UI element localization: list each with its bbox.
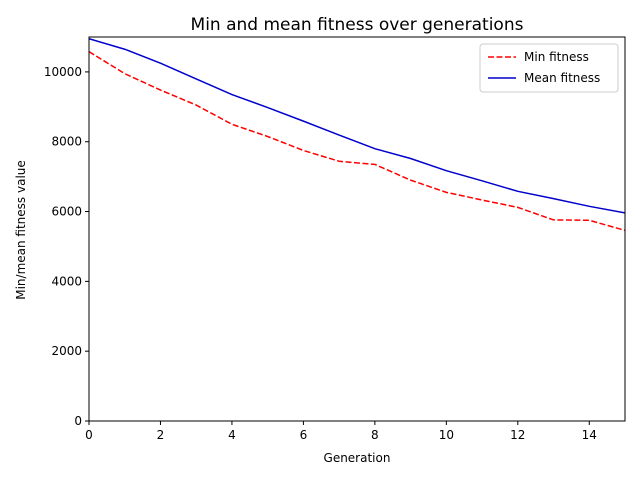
series-line-mean-fitness	[89, 38, 625, 214]
x-tick-label: 2	[157, 428, 165, 442]
legend: Min fitness Mean fitness	[479, 43, 619, 93]
x-axis-label: Generation	[324, 451, 391, 465]
series-line-min-fitness	[89, 51, 625, 232]
plot-area: 0 2 4 6 8 10 12 14 0 2000 4000 6000 8000 10000	[44, 36, 626, 442]
y-tick-label: 8000	[51, 135, 82, 149]
legend-entry: Mean fitness	[524, 71, 600, 85]
y-tick-label: 4000	[51, 274, 82, 288]
x-tick-label: 0	[85, 428, 93, 442]
x-tick-label: 12	[510, 428, 525, 442]
x-tick-label: 8	[371, 428, 379, 442]
x-tick-label: 6	[300, 428, 308, 442]
x-tick-label: 14	[582, 428, 597, 442]
x-tick-label: 10	[439, 428, 454, 442]
x-tick-label: 4	[228, 428, 236, 442]
axes-frame	[88, 36, 626, 422]
y-tick-label: 0	[74, 414, 82, 428]
chart-title: Min and mean fitness over generations	[191, 15, 524, 35]
y-tick-label: 2000	[51, 344, 82, 358]
series-group	[89, 38, 625, 232]
legend-box	[479, 43, 619, 93]
y-tick-label: 10000	[44, 65, 82, 79]
legend-entry: Min fitness	[524, 50, 589, 64]
y-axis-label: Min/mean fitness value	[14, 160, 28, 300]
y-tick-label: 6000	[51, 205, 82, 219]
